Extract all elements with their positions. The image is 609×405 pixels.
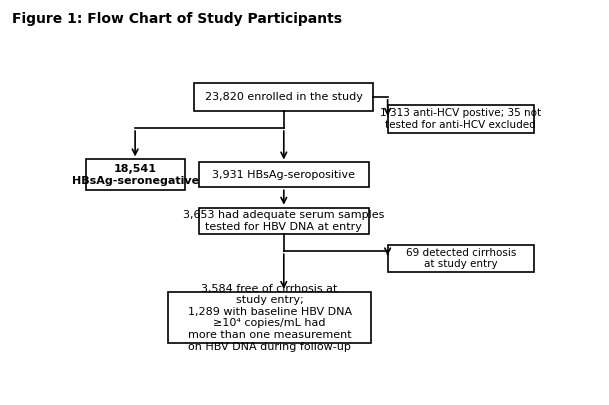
FancyBboxPatch shape — [388, 245, 534, 272]
FancyBboxPatch shape — [168, 292, 371, 343]
Text: 1,313 anti-HCV postive; 35 not
tested for anti-HCV excluded: 1,313 anti-HCV postive; 35 not tested fo… — [380, 108, 541, 130]
Text: 23,820 enrolled in the study: 23,820 enrolled in the study — [205, 92, 363, 102]
Text: 3,584 free of cirrhosis at
study entry;
1,289 with baseline HBV DNA
≥10⁴ copies/: 3,584 free of cirrhosis at study entry; … — [188, 284, 351, 352]
FancyBboxPatch shape — [85, 159, 185, 190]
Text: 18,541
HBsAg-seronegative: 18,541 HBsAg-seronegative — [72, 164, 199, 186]
Text: 3,653 had adequate serum samples
tested for HBV DNA at entry: 3,653 had adequate serum samples tested … — [183, 210, 384, 232]
FancyBboxPatch shape — [199, 162, 369, 188]
Text: Figure 1: Flow Chart of Study Participants: Figure 1: Flow Chart of Study Participan… — [12, 12, 342, 26]
FancyBboxPatch shape — [194, 83, 373, 111]
Text: 69 detected cirrhosis
at study entry: 69 detected cirrhosis at study entry — [406, 247, 516, 269]
Text: 3,931 HBsAg-seropositive: 3,931 HBsAg-seropositive — [213, 170, 355, 180]
FancyBboxPatch shape — [199, 208, 369, 234]
FancyBboxPatch shape — [388, 105, 534, 133]
